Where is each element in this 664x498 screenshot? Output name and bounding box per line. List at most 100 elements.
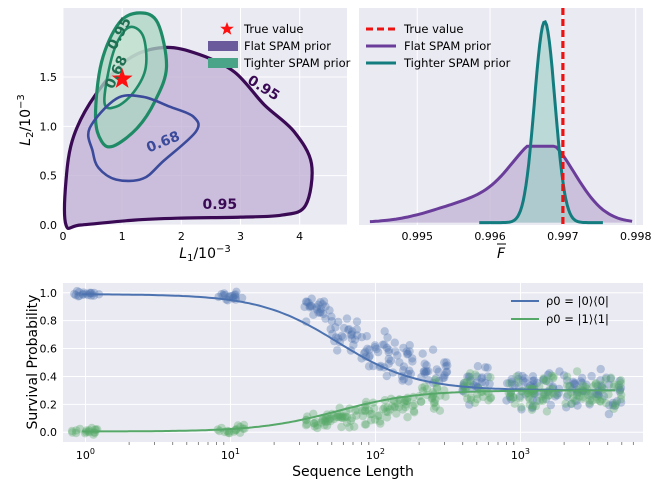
survival-point-rho0 (576, 377, 585, 386)
survival-point-rho0 (472, 378, 481, 387)
survival-point-rho0 (514, 374, 523, 384)
survival-point-rho0 (599, 392, 609, 401)
contour-ytick-3: 1.5 (40, 71, 58, 84)
survival-point-rho1 (394, 403, 404, 412)
survival-point-rho0 (384, 359, 393, 368)
survival-point-rho0 (408, 354, 417, 363)
survival-point-rho0 (422, 361, 431, 370)
tight-prior-68-contour (103, 25, 148, 110)
survival-point-rho0 (344, 325, 354, 334)
survival-point-rho1 (322, 413, 331, 423)
survival-point-rho1 (572, 391, 582, 400)
true-value-star-icon (111, 68, 133, 88)
survival-point-rho0 (528, 376, 538, 386)
survival-xtick-2: 102 (366, 447, 385, 462)
tight-prior-density-fill (479, 21, 603, 223)
survival-point-rho0 (398, 376, 407, 385)
survival-point-rho0 (438, 374, 448, 383)
survival-point-rho0 (305, 302, 315, 311)
survival-point-rho1 (609, 404, 618, 413)
survival-point-rho0 (539, 375, 548, 384)
survival-point-rho1 (484, 396, 493, 405)
survival-point-rho1 (512, 372, 521, 381)
density-xtick-0: 0.995 (402, 230, 434, 243)
survival-point-rho0 (225, 291, 235, 301)
contour-ytick-2: 1.0 (40, 120, 58, 133)
survival-point-rho1 (569, 393, 578, 403)
survival-point-rho0 (545, 378, 554, 387)
survival-point-rho1 (604, 390, 613, 399)
survival-point-rho1 (322, 421, 332, 430)
survival-point-rho0 (420, 369, 429, 378)
survival-point-rho0 (532, 396, 542, 405)
survival-point-rho1 (352, 411, 361, 420)
survival-point-rho1 (231, 426, 241, 435)
survival-point-rho0 (610, 401, 620, 411)
survival-point-rho0 (405, 341, 414, 350)
survival-point-rho0 (507, 379, 517, 389)
survival-point-rho0 (362, 332, 371, 341)
survival-point-rho1 (87, 423, 97, 433)
survival-point-rho1 (572, 367, 582, 376)
survival-point-rho0 (384, 347, 393, 357)
survival-point-rho0 (370, 341, 380, 350)
survival-point-rho1 (575, 392, 584, 401)
survival-point-rho0 (596, 364, 605, 374)
survival-point-rho1 (342, 418, 352, 427)
survival-point-rho1 (509, 392, 518, 402)
survival-point-rho1 (422, 384, 432, 393)
survival-point-rho1 (403, 396, 412, 406)
density-panel: 0.995 0.996 0.997 0.998 F True value Flat S… (359, 8, 651, 262)
survival-point-rho0 (502, 396, 511, 405)
survival-point-rho0 (339, 333, 348, 342)
survival-point-rho0 (353, 331, 362, 340)
survival-point-rho1 (310, 422, 319, 431)
survival-point-rho0 (232, 287, 241, 296)
survival-point-rho0 (237, 293, 247, 303)
survival-point-rho0 (569, 379, 579, 389)
survival-point-rho0 (364, 362, 374, 371)
survival-point-rho0 (530, 390, 539, 399)
survival-point-rho0 (483, 363, 492, 372)
survival-point-rho0 (465, 400, 474, 409)
survival-point-rho0 (331, 323, 340, 332)
survival-point-rho0 (548, 382, 558, 391)
survival-point-rho1 (318, 414, 327, 423)
survival-point-rho1 (466, 393, 476, 402)
legend-flat-swatch (208, 41, 238, 51)
density-legend-true: True value (403, 22, 464, 36)
survival-point-rho0 (219, 291, 228, 300)
survival-point-rho1 (540, 390, 550, 400)
survival-point-rho1 (321, 414, 330, 423)
contour-xtick-0: 0 (60, 230, 67, 243)
survival-point-rho0 (572, 396, 581, 406)
survival-ytick-4: 0.8 (40, 315, 58, 328)
survival-panel: 100 101 102 103 0.0 0.2 0.4 0.6 0.8 1.0 Sequence … (25, 283, 643, 480)
survival-point-rho1 (547, 371, 556, 380)
survival-point-rho0 (395, 358, 404, 367)
survival-point-rho0 (350, 335, 360, 344)
survival-point-rho1 (531, 402, 540, 411)
survival-point-rho0 (319, 309, 328, 319)
survival-point-rho1 (338, 413, 347, 422)
survival-point-rho0 (399, 375, 408, 384)
survival-point-rho1 (335, 412, 345, 421)
survival-point-rho1 (380, 403, 389, 412)
survival-point-rho1 (378, 405, 388, 414)
survival-point-rho1 (563, 390, 573, 399)
survival-point-rho1 (510, 399, 519, 408)
survival-point-rho0 (231, 290, 240, 299)
survival-point-rho1 (609, 382, 619, 391)
survival-point-rho0 (431, 374, 441, 383)
survival-point-rho0 (316, 298, 325, 307)
survival-point-rho1 (539, 374, 548, 383)
survival-point-rho0 (347, 331, 356, 340)
survival-point-rho0 (380, 340, 389, 349)
survival-point-rho0 (440, 371, 449, 380)
survival-point-rho0 (477, 374, 486, 383)
survival-point-rho0 (372, 344, 381, 354)
survival-point-rho1 (302, 419, 312, 429)
contour-level-label-4: 0.95 (203, 197, 238, 213)
survival-point-rho0 (602, 373, 611, 382)
